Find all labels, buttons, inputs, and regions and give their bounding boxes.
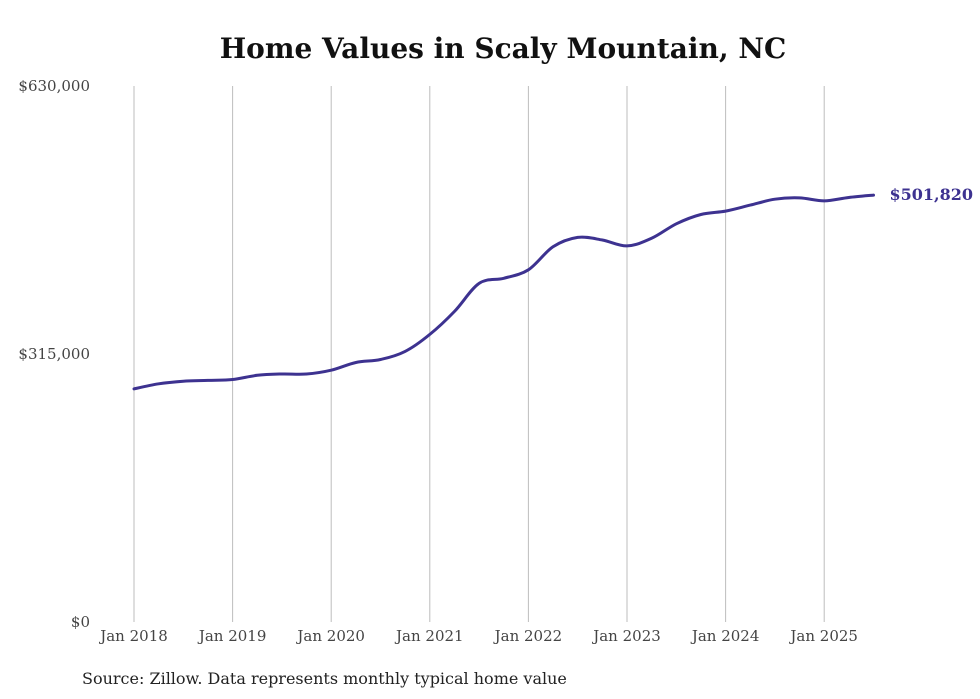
home-value-line xyxy=(132,193,875,391)
y-tick-label: $630,000 xyxy=(18,77,90,95)
y-tick-label: $0 xyxy=(71,613,90,631)
y-tick-label: $315,000 xyxy=(18,345,90,363)
x-tick-label: Jan 2022 xyxy=(493,627,563,645)
x-tick-label: Jan 2025 xyxy=(788,627,858,645)
x-tick-label: Jan 2018 xyxy=(98,627,168,645)
chart-title: Home Values in Scaly Mountain, NC xyxy=(220,32,787,65)
end-value-label: $501,820 xyxy=(890,185,974,204)
x-tick-label: Jan 2024 xyxy=(690,627,760,645)
x-tick-label: Jan 2020 xyxy=(295,627,365,645)
gridlines xyxy=(133,86,825,622)
x-tick-label: Jan 2019 xyxy=(197,627,267,645)
x-tick-label: Jan 2023 xyxy=(591,627,661,645)
y-axis-ticks: $0 $315,000 $630,000 xyxy=(18,77,90,631)
source-note: Source: Zillow. Data represents monthly … xyxy=(82,669,567,688)
x-tick-label: Jan 2021 xyxy=(394,627,464,645)
x-axis-ticks: Jan 2018 Jan 2019 Jan 2020 Jan 2021 Jan 2022… xyxy=(98,627,858,645)
